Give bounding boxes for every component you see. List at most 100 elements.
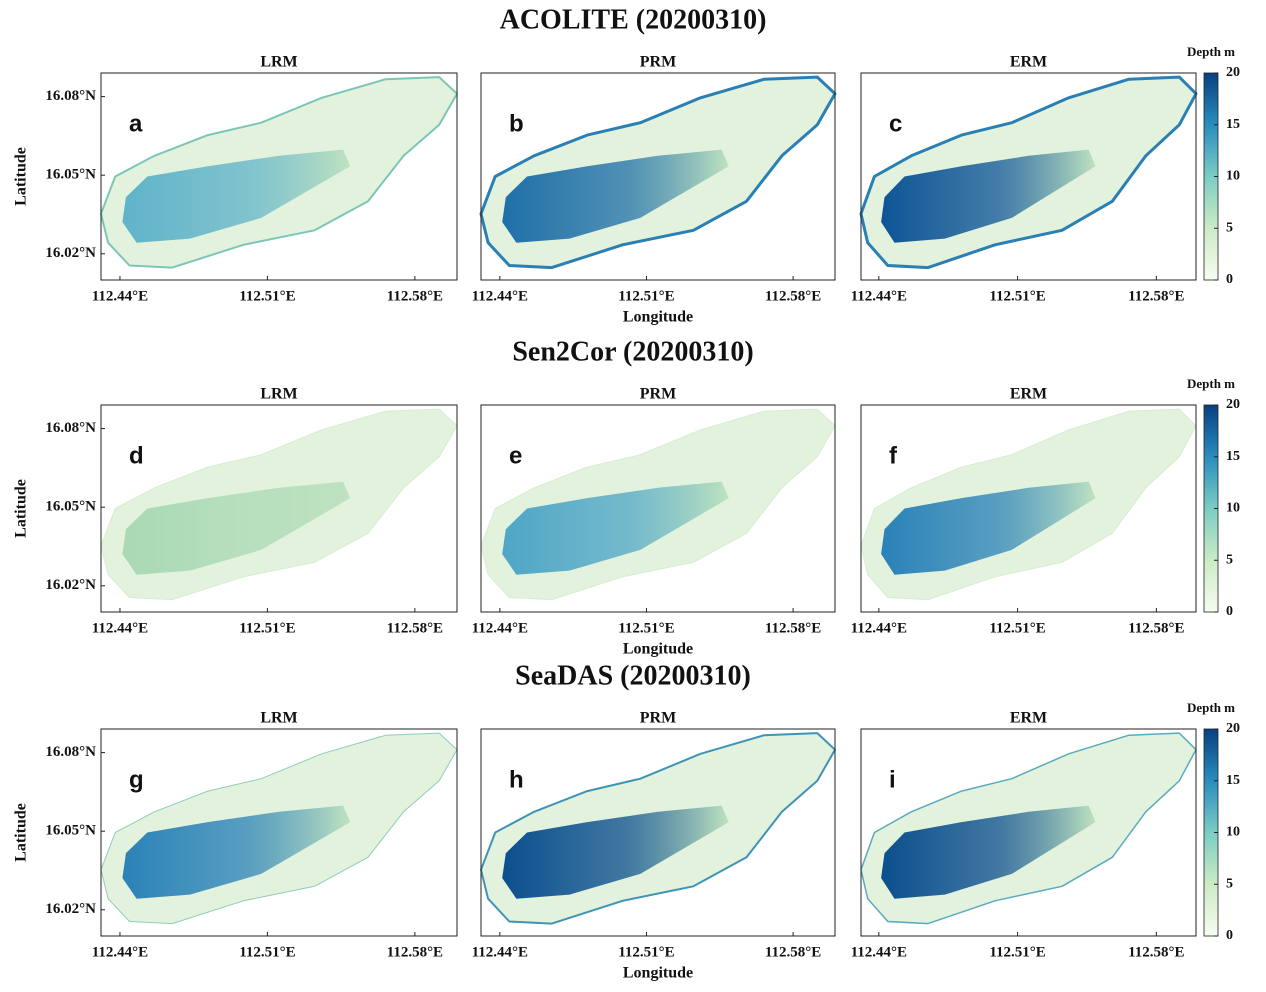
x-tick-label: 112.51°E	[239, 288, 295, 304]
colorbar-title: Depth m	[1187, 700, 1235, 715]
panel-title: ERM	[1010, 54, 1047, 71]
x-tick-label: 112.51°E	[618, 944, 674, 960]
colorbar-tick-label: 20	[1226, 721, 1240, 736]
colorbar-tick-label: 5	[1226, 876, 1233, 891]
y-tick-label: 16.05°N	[45, 823, 96, 839]
x-tick-label: 112.44°E	[92, 620, 148, 636]
lagoon	[881, 149, 1096, 243]
x-tick-label: 112.58°E	[1128, 288, 1184, 304]
x-tick-label: 112.51°E	[239, 620, 295, 636]
panel-frame	[100, 728, 458, 937]
panel-frame	[480, 404, 836, 613]
x-tick-label: 112.58°E	[765, 944, 821, 960]
colorbar-tick-label: 5	[1226, 552, 1233, 567]
figure-title: Sen2Cor (20200310)	[512, 336, 753, 367]
x-tick-label: 112.51°E	[618, 288, 674, 304]
y-tick-label: 16.08°N	[45, 88, 96, 104]
y-tick-label: 16.08°N	[45, 744, 96, 760]
lagoon	[122, 149, 351, 243]
panel-frame	[860, 404, 1197, 613]
lagoon	[881, 481, 1096, 575]
figure-title: SeaDAS (20200310)	[515, 660, 751, 691]
panel-title: PRM	[640, 710, 676, 727]
colorbar-tick-label: 15	[1226, 773, 1240, 788]
y-tick-label: 16.02°N	[45, 245, 96, 261]
panel-title: LRM	[260, 710, 297, 727]
lagoon	[502, 149, 729, 243]
x-tick-label: 112.58°E	[765, 620, 821, 636]
x-axis-label: Longitude	[623, 965, 693, 982]
panel-frame	[860, 72, 1197, 281]
x-tick-label: 112.44°E	[472, 288, 528, 304]
x-tick-label: 112.44°E	[851, 944, 907, 960]
colorbar-tick-label: 15	[1226, 117, 1240, 132]
x-tick-label: 112.51°E	[989, 620, 1045, 636]
y-tick-label: 16.02°N	[45, 577, 96, 593]
colorbar-tick-label: 15	[1226, 449, 1240, 464]
x-tick-label: 112.58°E	[387, 944, 443, 960]
panel-letter: f	[889, 442, 898, 469]
x-tick-label: 112.58°E	[387, 288, 443, 304]
x-tick-label: 112.51°E	[618, 620, 674, 636]
x-tick-label: 112.44°E	[472, 944, 528, 960]
x-tick-label: 112.51°E	[989, 288, 1045, 304]
lagoon	[502, 805, 729, 899]
colorbar-title: Depth m	[1187, 44, 1235, 59]
panel-letter: e	[509, 442, 522, 469]
colorbar-tick-label: 0	[1226, 272, 1233, 287]
panel-title: ERM	[1010, 710, 1047, 727]
lagoon	[122, 805, 351, 899]
panel-frame	[860, 728, 1197, 937]
colorbar-tick-label: 5	[1226, 220, 1233, 235]
x-tick-label: 112.44°E	[472, 620, 528, 636]
panel-title: LRM	[260, 386, 297, 403]
panel-letter: i	[889, 766, 896, 793]
x-axis-label: Longitude	[623, 641, 693, 658]
colorbar-tick-label: 10	[1226, 501, 1240, 516]
colorbar-tick-label: 0	[1226, 604, 1233, 619]
panel-letter: b	[509, 110, 524, 137]
x-tick-label: 112.44°E	[851, 288, 907, 304]
x-tick-label: 112.58°E	[1128, 620, 1184, 636]
panel-frame	[480, 72, 836, 281]
panel-letter: a	[129, 110, 143, 137]
y-tick-label: 16.05°N	[45, 167, 96, 183]
x-tick-label: 112.58°E	[1128, 944, 1184, 960]
panel-title: ERM	[1010, 386, 1047, 403]
y-tick-label: 16.08°N	[45, 420, 96, 436]
panel-title: PRM	[640, 54, 676, 71]
colorbar-tick-label: 20	[1226, 65, 1240, 80]
y-axis-label: Latitude	[13, 803, 30, 862]
y-axis-label: Latitude	[13, 147, 30, 206]
panel-letter: g	[129, 766, 144, 793]
panel-letter: d	[129, 442, 144, 469]
colorbar-tick-label: 0	[1226, 928, 1233, 943]
y-tick-label: 16.05°N	[45, 499, 96, 515]
panel-frame	[100, 404, 458, 613]
x-tick-label: 112.44°E	[92, 288, 148, 304]
x-tick-label: 112.44°E	[851, 620, 907, 636]
x-tick-label: 112.51°E	[239, 944, 295, 960]
colorbar-tick-label: 10	[1226, 169, 1240, 184]
y-axis-label: Latitude	[13, 479, 30, 538]
lagoon	[881, 805, 1096, 899]
colorbar-tick-label: 10	[1226, 825, 1240, 840]
colorbar-tick-label: 20	[1226, 397, 1240, 412]
panel-title: PRM	[640, 386, 676, 403]
panel-letter: h	[509, 766, 524, 793]
x-tick-label: 112.51°E	[989, 944, 1045, 960]
panel-frame	[480, 728, 836, 937]
panel-frame	[100, 72, 458, 281]
lagoon	[122, 481, 351, 575]
panel-title: LRM	[260, 54, 297, 71]
lagoon	[502, 481, 729, 575]
figure-title: ACOLITE (20200310)	[500, 4, 767, 35]
x-tick-label: 112.58°E	[387, 620, 443, 636]
colorbar-title: Depth m	[1187, 376, 1235, 391]
panel-letter: c	[889, 110, 902, 137]
x-tick-label: 112.44°E	[92, 944, 148, 960]
x-tick-label: 112.58°E	[765, 288, 821, 304]
y-tick-label: 16.02°N	[45, 901, 96, 917]
x-axis-label: Longitude	[623, 309, 693, 326]
